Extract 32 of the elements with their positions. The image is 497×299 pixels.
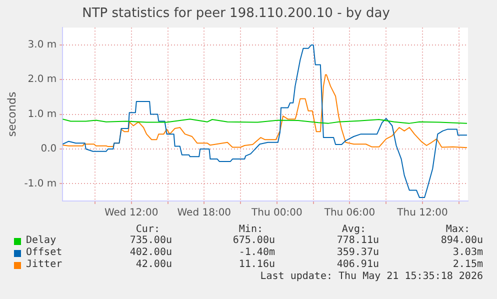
legend-label: Jitter	[26, 259, 62, 271]
text: 2.15m	[452, 259, 483, 271]
y-tick-label: -1.0 m	[24, 178, 57, 190]
text: Cur:	[136, 224, 160, 236]
x-tick-label: Thu 00:00	[250, 208, 302, 219]
y-tick-label: 2.0 m	[28, 74, 57, 86]
y-tick-label: 0.0	[40, 144, 57, 155]
legend-label: Offset	[26, 247, 62, 259]
x-tick-label: Thu 06:00	[323, 208, 376, 219]
text: Last update: Thu May 21 15:35:18 2026	[260, 271, 483, 283]
y-tick-label: 3.0 m	[28, 40, 57, 51]
text: Max:	[446, 224, 470, 236]
text: 3.03m	[452, 247, 483, 259]
text: 359.37u	[336, 247, 379, 259]
text: 675.00u	[232, 235, 275, 247]
text: 735.00u	[130, 235, 172, 247]
text: Avg:	[342, 224, 366, 236]
x-tick-label: Thu 12:00	[396, 208, 448, 219]
text: -1.40m	[238, 247, 275, 259]
x-tick-label: Wed 12:00	[104, 208, 158, 219]
text: 406.91u	[336, 259, 379, 271]
legend-label: Delay	[26, 235, 56, 247]
text: 894.00u	[440, 235, 483, 247]
text: 778.11u	[336, 235, 379, 247]
text: 11.16u	[238, 259, 275, 271]
chart-title: NTP statistics for peer 198.110.200.10 - by day	[82, 6, 390, 22]
y-axis-title: seconds	[5, 92, 18, 137]
x-tick-label: Wed 18:00	[177, 208, 232, 219]
y-tick-label: 1.0 m	[28, 108, 57, 120]
text: 402.00u	[130, 247, 172, 259]
text: Min:	[238, 224, 263, 236]
text: 42.00u	[136, 259, 172, 271]
